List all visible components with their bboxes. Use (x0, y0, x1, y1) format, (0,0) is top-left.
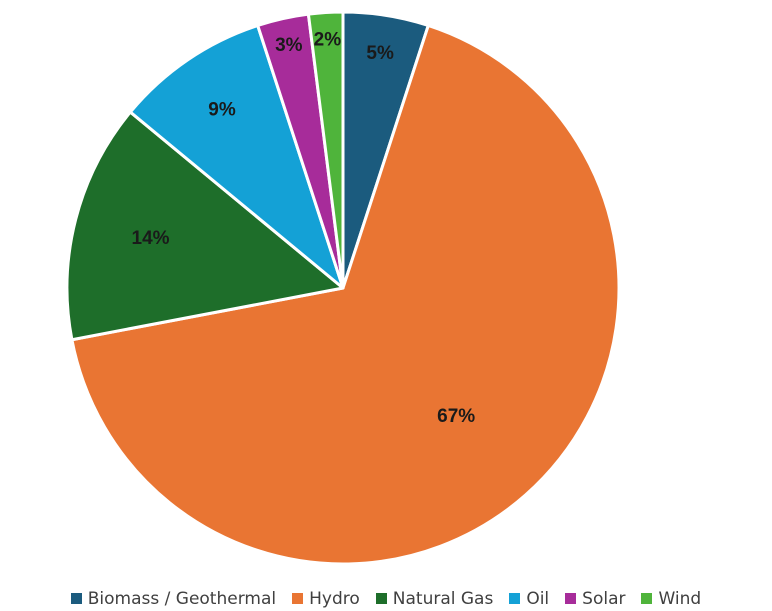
slice-data-label: 5% (366, 43, 394, 64)
legend-label: Oil (526, 588, 550, 609)
legend-item: Oil (509, 589, 549, 609)
legend-swatch (375, 593, 387, 604)
legend-item: Natural Gas (375, 588, 494, 609)
pie-slice-natural-gas (65, 110, 345, 342)
slice-data-label: 9% (208, 99, 236, 120)
legend-item: Wind (641, 589, 701, 609)
legend-label: Solar (582, 588, 626, 609)
legend-swatch (292, 593, 304, 604)
legend-label: Hydro (309, 588, 360, 609)
slice-data-label: 2% (314, 30, 342, 51)
pie-slice-wind (306, 10, 345, 290)
legend-label: Wind (658, 588, 702, 609)
pie-labels: 5% 67% 14% 9% 3% 2% (132, 30, 476, 427)
legend-item: Biomass / Geothermal (70, 588, 277, 609)
pie-slices (65, 10, 621, 566)
legend-swatch (509, 593, 521, 604)
slice-data-label: 14% (132, 228, 170, 249)
pie-chart: 5% 67% 14% 9% 3% 2% (65, 10, 621, 566)
slice-data-label: 67% (437, 406, 475, 427)
legend-label: Biomass / Geothermal (87, 588, 277, 609)
legend-label: Natural Gas (392, 588, 494, 609)
legend-item: Solar (565, 589, 625, 609)
legend-swatch (565, 593, 577, 604)
slice-data-label: 3% (275, 35, 303, 56)
legend-swatch (641, 593, 653, 604)
chart-legend: Biomass / Geothermal Hydro Natural Gas Oil S… (0, 586, 772, 611)
pie-slice-oil (128, 24, 345, 290)
legend-swatch (70, 593, 82, 604)
pie-slice-hydro (70, 24, 621, 566)
legend-item: Hydro (292, 589, 360, 609)
